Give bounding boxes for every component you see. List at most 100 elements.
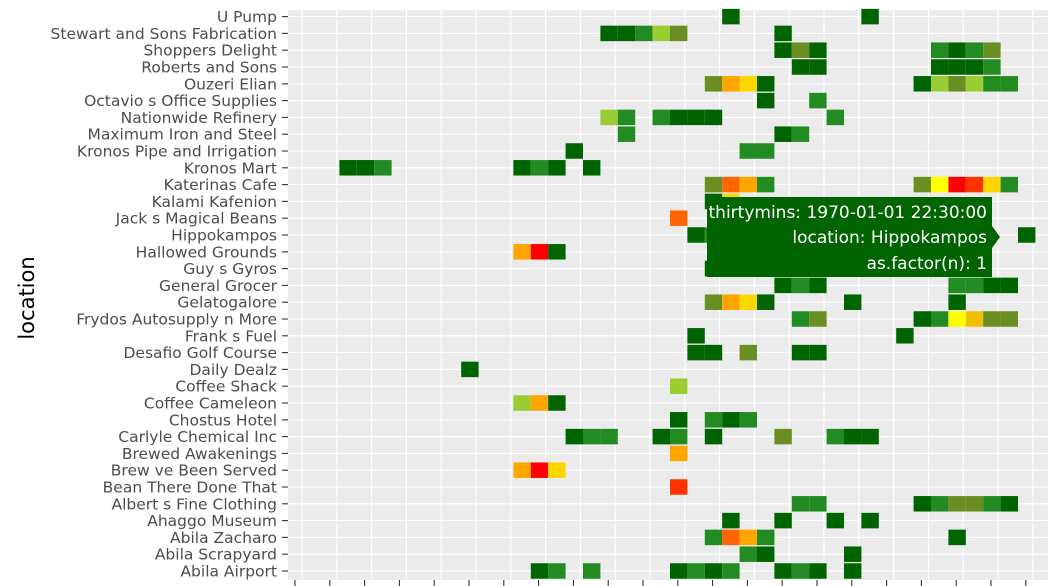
heatmap-cell[interactable] <box>739 546 757 562</box>
heatmap-cell[interactable] <box>983 76 1001 92</box>
heatmap-cell[interactable] <box>948 277 966 294</box>
heatmap-cell[interactable] <box>965 76 984 92</box>
heatmap-cell[interactable] <box>617 126 636 142</box>
heatmap-cell[interactable] <box>513 395 531 411</box>
heatmap-cell[interactable] <box>965 42 984 58</box>
heatmap-cell[interactable] <box>704 76 723 92</box>
heatmap-cell[interactable] <box>530 244 549 260</box>
heatmap-cell[interactable] <box>513 462 531 478</box>
heatmap-cell[interactable] <box>722 176 740 193</box>
heatmap-cell[interactable] <box>687 227 705 243</box>
heatmap-cell[interactable] <box>722 76 740 92</box>
heatmap-cell[interactable] <box>965 277 984 294</box>
heatmap-cell[interactable] <box>374 160 392 176</box>
heatmap-cell[interactable] <box>548 462 566 478</box>
heatmap-cell[interactable] <box>757 176 775 193</box>
heatmap-cell[interactable] <box>600 428 618 445</box>
heatmap-cell[interactable] <box>983 59 1001 75</box>
heatmap-cell[interactable] <box>931 496 949 512</box>
heatmap-cell[interactable] <box>931 176 949 193</box>
heatmap-cell[interactable] <box>931 76 949 92</box>
heatmap-cell[interactable] <box>757 76 775 92</box>
heatmap-cell[interactable] <box>670 412 688 428</box>
heatmap-cell[interactable] <box>948 496 966 512</box>
heatmap-cell[interactable] <box>948 294 966 310</box>
heatmap-cell[interactable] <box>809 59 827 75</box>
heatmap-cell[interactable] <box>722 563 740 579</box>
heatmap-cell[interactable] <box>739 143 757 159</box>
heatmap-cell[interactable] <box>339 160 357 176</box>
heatmap-cell[interactable] <box>722 412 740 428</box>
heatmap-cell[interactable] <box>722 529 740 546</box>
heatmap-cell[interactable] <box>617 25 636 42</box>
heatmap-cell[interactable] <box>948 176 966 193</box>
heatmap-cell[interactable] <box>861 512 879 529</box>
heatmap-cell[interactable] <box>826 109 844 126</box>
heatmap-cell[interactable] <box>844 546 862 562</box>
heatmap-cell[interactable] <box>652 25 670 42</box>
heatmap-cell[interactable] <box>583 563 601 579</box>
heatmap-cell[interactable] <box>1000 76 1018 92</box>
heatmap-cell[interactable] <box>809 92 827 109</box>
heatmap-cell[interactable] <box>965 311 984 327</box>
heatmap-cell[interactable] <box>983 176 1001 193</box>
heatmap-cell[interactable] <box>983 42 1001 58</box>
heatmap-cell[interactable] <box>913 496 931 512</box>
heatmap-cell[interactable] <box>687 109 705 126</box>
heatmap-cell[interactable] <box>548 563 566 579</box>
heatmap-cell[interactable] <box>809 311 827 327</box>
heatmap-cell[interactable] <box>670 445 688 462</box>
heatmap-cell[interactable] <box>548 395 566 411</box>
heatmap-cell[interactable] <box>1018 227 1036 243</box>
heatmap-cell[interactable] <box>809 277 827 294</box>
heatmap-cell[interactable] <box>739 176 757 193</box>
heatmap-cell[interactable] <box>1000 277 1018 294</box>
heatmap-cell[interactable] <box>670 428 688 445</box>
heatmap-cell[interactable] <box>809 496 827 512</box>
heatmap-cell[interactable] <box>1000 176 1018 193</box>
heatmap-cell[interactable] <box>356 160 375 176</box>
heatmap-cell[interactable] <box>565 143 583 159</box>
heatmap-cell[interactable] <box>739 529 757 546</box>
heatmap-cell[interactable] <box>931 59 949 75</box>
heatmap-cell[interactable] <box>965 59 984 75</box>
heatmap-cell[interactable] <box>861 8 879 25</box>
heatmap-cell[interactable] <box>583 428 601 445</box>
heatmap-cell[interactable] <box>965 496 984 512</box>
heatmap-cell[interactable] <box>931 311 949 327</box>
heatmap-cell[interactable] <box>774 277 792 294</box>
heatmap-cell[interactable] <box>722 294 740 310</box>
heatmap-cell[interactable] <box>617 109 636 126</box>
heatmap-cell[interactable] <box>757 294 775 310</box>
heatmap-cell[interactable] <box>670 109 688 126</box>
heatmap-cell[interactable] <box>513 244 531 260</box>
heatmap-cell[interactable] <box>704 344 723 361</box>
heatmap-cell[interactable] <box>1000 496 1018 512</box>
heatmap-cell[interactable] <box>704 294 723 310</box>
heatmap-cell[interactable] <box>1000 311 1018 327</box>
heatmap-cell[interactable] <box>757 529 775 546</box>
heatmap-cell[interactable] <box>704 412 723 428</box>
heatmap-cell[interactable] <box>757 143 775 159</box>
heatmap-cell[interactable] <box>530 160 549 176</box>
heatmap-cell[interactable] <box>913 76 931 92</box>
heatmap-cell[interactable] <box>861 428 879 445</box>
heatmap-cell[interactable] <box>774 512 792 529</box>
heatmap-cell[interactable] <box>931 42 949 58</box>
heatmap-cell[interactable] <box>757 546 775 562</box>
heatmap-cell[interactable] <box>739 412 757 428</box>
heatmap-cell[interactable] <box>670 25 688 42</box>
heatmap-cell[interactable] <box>530 563 549 579</box>
heatmap-cell[interactable] <box>687 344 705 361</box>
heatmap-cell[interactable] <box>687 328 705 344</box>
heatmap-cell[interactable] <box>826 428 844 445</box>
heatmap-cell[interactable] <box>652 109 670 126</box>
heatmap-cell[interactable] <box>844 294 862 310</box>
heatmap-cell[interactable] <box>809 344 827 361</box>
heatmap-cell[interactable] <box>670 210 688 226</box>
heatmap-cell[interactable] <box>530 462 549 478</box>
heatmap-cell[interactable] <box>704 563 723 579</box>
heatmap-cell[interactable] <box>774 563 792 579</box>
heatmap-cell[interactable] <box>844 428 862 445</box>
heatmap-cell[interactable] <box>809 42 827 58</box>
